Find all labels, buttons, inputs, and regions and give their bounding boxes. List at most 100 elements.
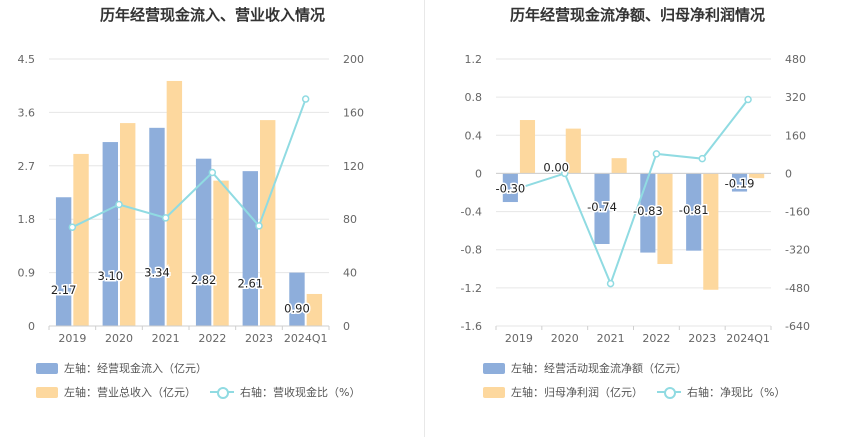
- legend-swatch-revenue: [36, 386, 58, 398]
- y-right-tick-label: -320: [785, 244, 810, 257]
- bar-series-2: [166, 80, 183, 326]
- y-right-tick-label: -160: [785, 206, 810, 219]
- legend-swatch-net-cash-ratio: [657, 386, 681, 399]
- bar-data-label: 0.90: [284, 302, 310, 316]
- bar-data-label: -0.83: [633, 204, 663, 218]
- chart-panel-left: 历年经营现金流入、营业收入情况 0 0 0.9 40 1.8 80 2.7 120 3.6 160…: [0, 0, 425, 437]
- y-right-tick-label: 320: [785, 91, 806, 104]
- y-right-tick-label: 480: [785, 53, 806, 66]
- bar-series-1: [640, 173, 656, 253]
- bar-series-2: [657, 173, 673, 265]
- bar-series-1: [149, 127, 165, 327]
- legend-item-cash-inflow[interactable]: 左轴：经营现金流入（亿元）: [36, 360, 207, 376]
- bar-series-1: [55, 197, 72, 326]
- legend-label-net-profit: 左轴：归母净利润（亿元）: [511, 386, 643, 399]
- bar-data-label: -0.81: [679, 203, 709, 217]
- legend-label-revenue-cash-ratio: 右轴：营收现金比（%）: [240, 386, 361, 399]
- y-left-tick-label: 0.4: [465, 129, 483, 142]
- line-point: [255, 222, 263, 230]
- x-tick-label: 2020: [551, 332, 579, 345]
- line-point: [744, 95, 752, 104]
- legend-item-revenue[interactable]: 左轴：营业总收入（亿元）: [36, 384, 196, 400]
- bar-data-label: 0.00: [543, 160, 569, 174]
- bar-series-1: [102, 142, 118, 326]
- panel-divider: [424, 0, 425, 437]
- bar-series-2: [611, 158, 627, 174]
- chart-title-left: 历年经营现金流入、营业收入情况: [99, 6, 325, 24]
- x-tick-label: 2023: [688, 332, 716, 345]
- y-right-tick-label: 40: [343, 267, 357, 280]
- legend-left-row2: 左轴：营业总收入（亿元） 右轴：营收现金比（%）: [36, 384, 374, 400]
- line-point: [161, 214, 170, 222]
- bar-series-1: [195, 158, 212, 326]
- y-left-tick-label: 2.7: [18, 160, 36, 173]
- y-left-tick-label: -0.4: [461, 206, 482, 219]
- bar-series-2: [73, 153, 89, 326]
- y-right-tick-label: 120: [343, 160, 364, 173]
- legend-label-revenue: 左轴：营业总收入（亿元）: [64, 386, 196, 399]
- chart-right: -1.6 -640 -1.2 -480 -0.8 -320 -0.4 -160 0 0 0.4 160…: [461, 53, 810, 345]
- legend-item-net-cash-flow[interactable]: 左轴：经营活动现金流净额（亿元）: [483, 360, 687, 376]
- bar-series-1: [686, 173, 702, 251]
- legend-item-net-profit[interactable]: 左轴：归母净利润（亿元）: [483, 384, 643, 400]
- y-left-tick-label: 0.9: [18, 267, 36, 280]
- legend-swatch-revenue-cash-ratio: [210, 386, 234, 399]
- y-left-tick-label: 1.8: [18, 213, 36, 226]
- bar-data-label: -0.19: [725, 177, 755, 191]
- x-tick-label: 2023: [245, 332, 273, 345]
- x-tick-label: 2024Q1: [284, 332, 328, 345]
- bar-series-2: [120, 123, 136, 326]
- bar-series-2: [519, 120, 536, 174]
- line-point: [208, 168, 217, 177]
- x-tick-label: 2020: [105, 332, 133, 345]
- legend-label-net-cash-ratio: 右轴：净现比（%）: [687, 386, 786, 399]
- bar-series-2: [565, 128, 581, 174]
- y-right-tick-label: -480: [785, 282, 810, 295]
- legend-label-cash-inflow: 左轴：经营现金流入（亿元）: [64, 362, 207, 375]
- y-right-tick-label: 0: [785, 167, 792, 180]
- legend-label-net-cash-flow: 左轴：经营活动现金流净额（亿元）: [511, 362, 687, 375]
- line-point: [301, 95, 310, 103]
- bar-series-2: [213, 180, 229, 326]
- chart-panel-right: 历年经营现金流净额、归母净利润情况 -1.6 -640 -1.2 -480 -0.8 -3…: [425, 0, 850, 437]
- bar-data-label: 3.10: [97, 269, 123, 283]
- bar-data-label: -0.74: [587, 200, 617, 214]
- x-tick-label: 2024Q1: [726, 332, 770, 345]
- y-right-tick-label: 200: [343, 53, 364, 66]
- legend-left-row1: 左轴：经营现金流入（亿元）: [36, 360, 221, 376]
- legend-swatch-net-profit: [483, 386, 505, 398]
- bar-series-1: [502, 173, 518, 203]
- bar-series-1: [594, 173, 610, 244]
- legend-right-row1: 左轴：经营活动现金流净额（亿元）: [483, 360, 701, 376]
- x-tick-label: 2021: [597, 332, 625, 345]
- x-tick-label: 2021: [152, 332, 180, 345]
- bar-series-2: [306, 293, 323, 326]
- y-left-tick-label: 1.2: [465, 53, 483, 66]
- line-point: [68, 223, 77, 231]
- chart-left: 0 0 0.9 40 1.8 80 2.7 120 3.6 160 4.5 200 2019 2020 20…: [18, 53, 365, 345]
- bar-data-label: 2.17: [51, 283, 77, 297]
- y-left-tick-label: 3.6: [18, 106, 36, 119]
- y-left-tick-label: 0: [28, 320, 35, 333]
- y-left-tick-label: 4.5: [18, 53, 36, 66]
- legend-item-revenue-cash-ratio[interactable]: 右轴：营收现金比（%）: [210, 384, 360, 400]
- y-left-tick-label: 0.8: [465, 91, 483, 104]
- x-tick-label: 2019: [58, 332, 86, 345]
- y-left-tick-label: -1.2: [461, 282, 482, 295]
- line-point: [606, 279, 615, 288]
- bar-series-2: [703, 173, 719, 290]
- x-tick-label: 2022: [642, 332, 670, 345]
- bar-data-label: 2.61: [237, 276, 263, 290]
- chart-title-right: 历年经营现金流净额、归母净利润情况: [509, 6, 765, 24]
- y-right-tick-label: -640: [785, 320, 810, 333]
- y-right-tick-label: 160: [343, 106, 364, 119]
- line-point: [515, 184, 523, 192]
- bar-series-1: [731, 173, 748, 192]
- y-right-tick-label: 160: [785, 129, 806, 142]
- legend-item-net-cash-ratio[interactable]: 右轴：净现比（%）: [657, 384, 785, 400]
- legend-swatch-net-cash-flow: [483, 362, 505, 374]
- x-tick-label: 2022: [198, 332, 226, 345]
- y-left-tick-label: -0.8: [461, 244, 482, 257]
- bar-series-2: [260, 120, 276, 326]
- y-right-tick-label: 80: [343, 213, 357, 226]
